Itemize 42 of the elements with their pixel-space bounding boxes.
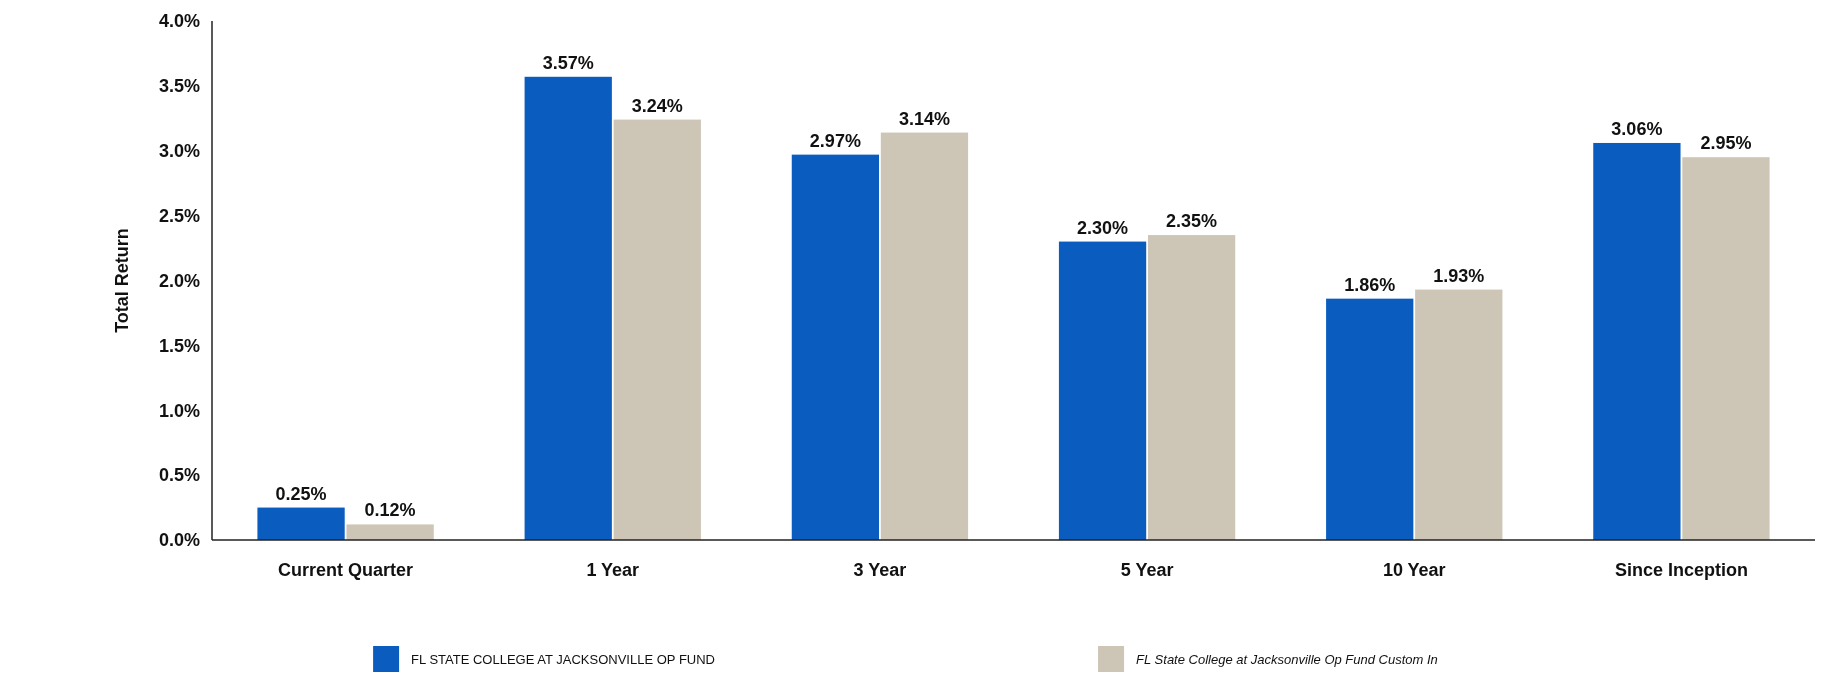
y-tick-label: 0.0%	[158, 530, 200, 551]
bar	[524, 76, 612, 540]
y-tick-label: 1.0%	[158, 400, 200, 421]
bar	[1326, 298, 1414, 540]
y-tick-label: 2.5%	[158, 205, 200, 226]
bar	[1682, 157, 1770, 540]
y-tick-label: 3.5%	[158, 76, 200, 97]
x-tick-label: 1 Year	[586, 560, 640, 580]
data-label: 0.12%	[364, 500, 416, 521]
legend-label: FL STATE COLLEGE AT JACKSONVILLE OP FUND	[411, 651, 716, 667]
y-tick-label: 4.0%	[158, 11, 200, 32]
bar	[346, 524, 434, 540]
x-tick-label: 5 Year	[1120, 560, 1174, 580]
data-label: 0.25%	[275, 483, 327, 504]
data-label: 3.24%	[631, 95, 683, 116]
bar	[257, 507, 345, 540]
data-label: 3.57%	[542, 52, 594, 73]
data-label: 3.06%	[1611, 118, 1663, 139]
bar	[613, 119, 701, 540]
legend-label: FL State College at Jacksonville Op Fund Custom In	[1136, 651, 1438, 667]
data-label: 3.14%	[898, 108, 950, 129]
x-tick-label: 10 Year	[1382, 560, 1446, 580]
y-tick-label: 3.0%	[158, 141, 200, 162]
data-label: 1.93%	[1433, 265, 1485, 286]
data-label: 2.35%	[1166, 211, 1218, 232]
bar	[1058, 241, 1147, 540]
y-tick-label: 2.0%	[158, 270, 200, 291]
data-label: 1.86%	[1344, 274, 1396, 295]
data-label: 2.30%	[1077, 217, 1129, 238]
y-tick-label: 0.5%	[158, 465, 200, 486]
bar	[1415, 289, 1503, 540]
y-axis-title: Total Return	[112, 228, 132, 333]
bar	[1147, 235, 1236, 540]
x-tick-label: Since Inception	[1614, 560, 1748, 580]
x-tick-label: Current Quarter	[278, 560, 414, 580]
bar	[880, 132, 969, 540]
data-label: 2.97%	[809, 130, 861, 151]
x-tick-label: 3 Year	[853, 560, 907, 580]
y-tick-label: 1.5%	[158, 335, 200, 356]
data-label: 2.95%	[1700, 133, 1752, 154]
bar	[1593, 142, 1681, 540]
bar	[791, 154, 880, 540]
